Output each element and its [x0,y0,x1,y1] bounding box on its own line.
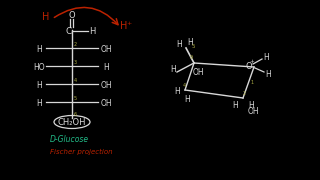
Text: 4: 4 [73,78,76,82]
Text: 3: 3 [73,60,76,64]
Text: H: H [176,39,182,48]
Text: H: H [187,37,193,46]
Text: 2: 2 [73,42,76,46]
Text: H: H [263,53,269,62]
Text: H: H [232,100,238,109]
Text: +: + [126,21,132,26]
Text: H: H [36,44,42,53]
Text: OH: OH [100,44,112,53]
Text: 5: 5 [73,96,76,100]
Text: Fischer projection: Fischer projection [50,149,113,155]
Text: H: H [89,26,95,35]
Text: H: H [248,100,254,109]
Text: C: C [66,26,72,35]
Text: H: H [36,98,42,107]
Text: OH: OH [247,107,259,116]
Text: 2: 2 [243,91,245,96]
Text: CH₂OH: CH₂OH [58,118,86,127]
Text: OH: OH [192,68,204,76]
Text: H: H [120,21,128,31]
Text: H: H [184,94,190,103]
Text: H: H [42,12,50,22]
Text: H: H [36,80,42,89]
Text: 9: 9 [189,55,193,60]
Text: 6: 6 [73,111,76,116]
Text: OH: OH [100,98,112,107]
Text: HO: HO [33,62,45,71]
Text: H: H [265,69,271,78]
Text: H: H [174,87,180,96]
Text: 4: 4 [182,82,186,87]
Text: OH: OH [100,80,112,89]
Text: 5: 5 [191,44,195,48]
Text: D-Glucose: D-Glucose [50,136,89,145]
Text: 1: 1 [251,80,253,84]
Text: +: + [250,58,254,64]
Text: H: H [170,64,176,73]
Text: H: H [103,62,109,71]
Text: O: O [246,62,252,71]
Text: O: O [69,10,75,19]
